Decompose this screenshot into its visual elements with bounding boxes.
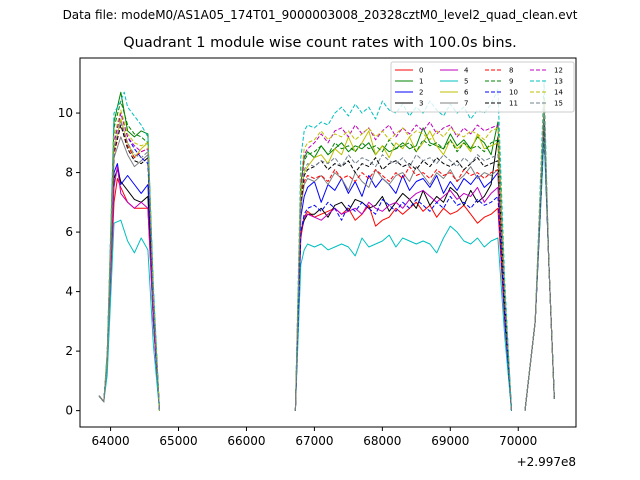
series-0-line-1	[294, 201, 512, 411]
series-1	[98, 91, 555, 411]
series-12-line-1	[294, 121, 512, 411]
series-13-line-2	[524, 79, 555, 411]
series-10	[98, 112, 555, 411]
x-tick-label: 69000	[431, 434, 469, 448]
series-9-line-2	[524, 103, 555, 411]
x-axis-offset-label: +2.997e8	[517, 455, 576, 469]
plot-frame	[79, 57, 577, 428]
series-10-line-2	[524, 121, 555, 411]
series-6-line-2	[524, 112, 555, 411]
series-15-line-0	[98, 121, 160, 411]
series-6-line-1	[294, 130, 512, 411]
legend-label: 0	[419, 67, 423, 75]
series-11-line-1	[294, 157, 512, 411]
legend-item-11: 11	[485, 100, 518, 108]
legend-label: 4	[464, 67, 469, 75]
series-7-line-2	[524, 115, 555, 411]
series-10-line-1	[294, 195, 512, 411]
figure-suptitle: Data file: modeM0/AS1A05_174T01_90000030…	[62, 8, 578, 22]
legend-item-15: 15	[530, 100, 563, 108]
legend-item-9: 9	[485, 78, 513, 86]
legend-item-1: 1	[395, 78, 423, 86]
legend-item-6: 6	[440, 89, 469, 97]
series-8-line-2	[524, 112, 555, 411]
legend-label: 13	[554, 78, 563, 86]
y-tick-label: 6	[65, 225, 73, 239]
y-tick-label: 0	[65, 404, 73, 418]
series-layer	[98, 79, 555, 411]
legend-label: 6	[464, 89, 469, 97]
x-tick-label: 66000	[227, 434, 265, 448]
series-3-line-1	[294, 136, 512, 411]
series-9-line-1	[294, 139, 512, 411]
legend-item-4: 4	[440, 67, 469, 75]
series-4	[98, 127, 555, 411]
series-7	[98, 115, 555, 411]
legend-label: 8	[509, 67, 513, 75]
y-tick-label: 4	[65, 285, 73, 299]
legend-label: 3	[419, 100, 423, 108]
x-tick-label: 65000	[159, 434, 197, 448]
legend-item-7: 7	[440, 100, 468, 108]
x-tick-label: 70000	[499, 434, 537, 448]
legend-label: 12	[554, 67, 563, 75]
legend-item-2: 2	[395, 89, 423, 97]
series-14-line-1	[294, 127, 512, 411]
series-1-line-2	[524, 106, 555, 411]
legend-item-12: 12	[530, 67, 563, 75]
legend-label: 2	[419, 89, 423, 97]
series-8	[98, 112, 555, 411]
legend-label: 5	[464, 78, 468, 86]
y-tick-label: 10	[58, 106, 73, 120]
series-15-line-1	[294, 154, 512, 411]
series-15	[98, 109, 555, 411]
legend-item-8: 8	[485, 67, 513, 75]
legend-item-5: 5	[440, 78, 468, 86]
series-8-line-1	[294, 166, 512, 411]
legend-frame	[390, 61, 575, 113]
series-14-line-2	[524, 97, 555, 411]
series-1-line-1	[294, 121, 512, 411]
legend-label: 11	[509, 100, 518, 108]
legend-label: 14	[554, 89, 563, 97]
legend-label: 15	[554, 100, 563, 108]
x-tick-label: 67000	[295, 434, 333, 448]
y-axis: 0 2 4 6 8 10	[58, 106, 80, 418]
series-5	[98, 136, 555, 411]
y-tick-label: 8	[65, 166, 73, 180]
series-0-line-2	[524, 124, 555, 411]
x-tick-label: 68000	[363, 434, 401, 448]
x-tick-label: 64000	[91, 434, 129, 448]
legend-item-10: 10	[485, 89, 518, 97]
legend-label: 1	[419, 78, 423, 86]
series-4-line-1	[294, 186, 512, 411]
series-2-line-1	[294, 172, 512, 411]
series-12-line-2	[524, 100, 555, 411]
legend-label: 7	[464, 100, 468, 108]
series-2-line-2	[524, 118, 555, 411]
chart-title: Quadrant 1 module wise count rates with …	[123, 35, 517, 51]
legend-item-3: 3	[395, 100, 423, 108]
legend-item-13: 13	[530, 78, 563, 86]
y-tick-label: 2	[65, 344, 73, 358]
x-axis: 64000 65000 66000 67000 68000 69000 70000	[91, 427, 537, 448]
series-5-line-1	[294, 225, 512, 411]
legend-label: 9	[509, 78, 513, 86]
legend-item-0: 0	[395, 67, 423, 75]
series-6	[98, 112, 555, 411]
series-7-line-1	[294, 166, 512, 411]
series-5-line-0	[98, 219, 160, 411]
series-15-line-2	[524, 109, 555, 411]
legend-label: 10	[509, 89, 518, 97]
legend-item-14: 14	[530, 89, 563, 97]
series-11-line-2	[524, 118, 555, 411]
